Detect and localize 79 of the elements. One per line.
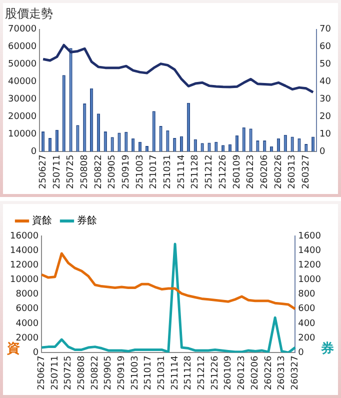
x-tick-label: 260123 bbox=[237, 356, 248, 390]
x-tick-label: 250822 bbox=[90, 356, 100, 390]
x-tick-label: 251031 bbox=[157, 356, 168, 390]
x-tick-label: 251017 bbox=[149, 154, 160, 190]
x-tick-label: 250808 bbox=[80, 154, 90, 190]
y2-tick-label: 400 bbox=[298, 318, 316, 329]
y2-tick-label: 600 bbox=[298, 304, 316, 314]
x-tick-label: 260206 bbox=[260, 154, 270, 190]
y2-tick-label: 40 bbox=[320, 77, 332, 88]
x-tick-label: 251226 bbox=[210, 355, 220, 390]
x-tick-label: 250627 bbox=[36, 356, 47, 390]
y-tick-label: 0 bbox=[30, 146, 37, 157]
y2-axis-title: 券 bbox=[320, 342, 334, 357]
y-tick-label: 12000 bbox=[10, 260, 39, 271]
x-tick-label: 250905 bbox=[108, 154, 118, 190]
y2-tick-label: 70 bbox=[320, 24, 332, 35]
x-tick-label: 260206 bbox=[250, 355, 260, 390]
y2-tick-label: 0 bbox=[320, 146, 326, 157]
y2-tick-label: 20 bbox=[320, 112, 332, 122]
x-tick-label: 250627 bbox=[38, 154, 48, 190]
y-tick-label: 70000 bbox=[8, 24, 37, 35]
y-tick-label: 60000 bbox=[8, 42, 37, 52]
legend-label: 券餘 bbox=[77, 214, 97, 227]
chart-title: 股價走勢 bbox=[5, 6, 53, 20]
x-tick-label: 251128 bbox=[184, 355, 194, 390]
y2-tick-label: 10 bbox=[320, 130, 332, 140]
x-tick-label: 250711 bbox=[50, 356, 60, 390]
x-tick-label: 260109 bbox=[224, 355, 234, 390]
x-tick-label: 251212 bbox=[197, 356, 208, 390]
x-tick-label: 260327 bbox=[302, 154, 312, 190]
y-axis-title: 資 bbox=[6, 342, 20, 357]
x-tick-label: 250919 bbox=[122, 154, 132, 190]
x-tick-label: 260226 bbox=[274, 154, 284, 190]
x-tick-label: 260109 bbox=[232, 154, 242, 190]
y2-tick-label: 50 bbox=[320, 60, 332, 70]
x-tick-label: 260313 bbox=[288, 154, 298, 190]
y2-tick-label: 200 bbox=[298, 333, 316, 344]
y-tick-label: 14000 bbox=[10, 246, 39, 256]
x-tick-label: 250711 bbox=[52, 154, 62, 190]
legend-label: 資餘 bbox=[32, 214, 52, 227]
x-tick-label: 250822 bbox=[94, 154, 104, 190]
x-tick-label: 251017 bbox=[144, 356, 154, 390]
x-tick-label: 260123 bbox=[246, 154, 256, 190]
y-tick-label: 4000 bbox=[16, 318, 39, 329]
x-tick-label: 260226 bbox=[264, 355, 274, 390]
x-tick-label: 250725 bbox=[64, 356, 74, 390]
x-tick-label: 251128 bbox=[190, 154, 201, 190]
x-tick-label: 251114 bbox=[170, 355, 180, 390]
y2-tick-label: 800 bbox=[298, 290, 316, 300]
y-tick-label: 30000 bbox=[8, 94, 37, 105]
y2-tick-label: 0 bbox=[298, 348, 304, 358]
x-tick-label: 250905 bbox=[104, 356, 114, 390]
x-tick-label: 250919 bbox=[117, 355, 128, 390]
y2-tick-label: 60 bbox=[320, 42, 332, 52]
x-tick-label: 251212 bbox=[204, 154, 215, 190]
y-tick-label: 40000 bbox=[8, 77, 37, 88]
y-tick-label: 50000 bbox=[8, 60, 37, 70]
y2-tick-label: 1600 bbox=[298, 231, 322, 242]
x-tick-label: 251031 bbox=[163, 154, 174, 190]
y2-tick-label: 1200 bbox=[298, 260, 322, 271]
y-tick-label: 2000 bbox=[16, 333, 39, 344]
x-tick-label: 250725 bbox=[66, 154, 76, 190]
x-tick-label: 251226 bbox=[218, 154, 228, 190]
x-tick-label: 251003 bbox=[135, 154, 146, 190]
x-tick-label: 251003 bbox=[130, 356, 140, 390]
x-tick-label: 260313 bbox=[277, 356, 288, 390]
x-tick-label: 251114 bbox=[176, 154, 187, 190]
y-tick-label: 6000 bbox=[16, 304, 39, 314]
y2-tick-label: 1400 bbox=[298, 246, 322, 256]
x-tick-label: 250808 bbox=[76, 355, 87, 390]
y-tick-label: 20000 bbox=[8, 112, 37, 122]
y-tick-label: 8000 bbox=[16, 290, 39, 300]
y-tick-label: 16000 bbox=[10, 231, 39, 242]
y2-tick-label: 1000 bbox=[298, 275, 322, 286]
y-tick-label: 10000 bbox=[8, 130, 37, 140]
x-tick-label: 260327 bbox=[290, 356, 300, 390]
y-tick-label: 0 bbox=[32, 348, 39, 358]
y2-tick-label: 30 bbox=[320, 94, 332, 105]
y-tick-label: 10000 bbox=[10, 275, 39, 286]
